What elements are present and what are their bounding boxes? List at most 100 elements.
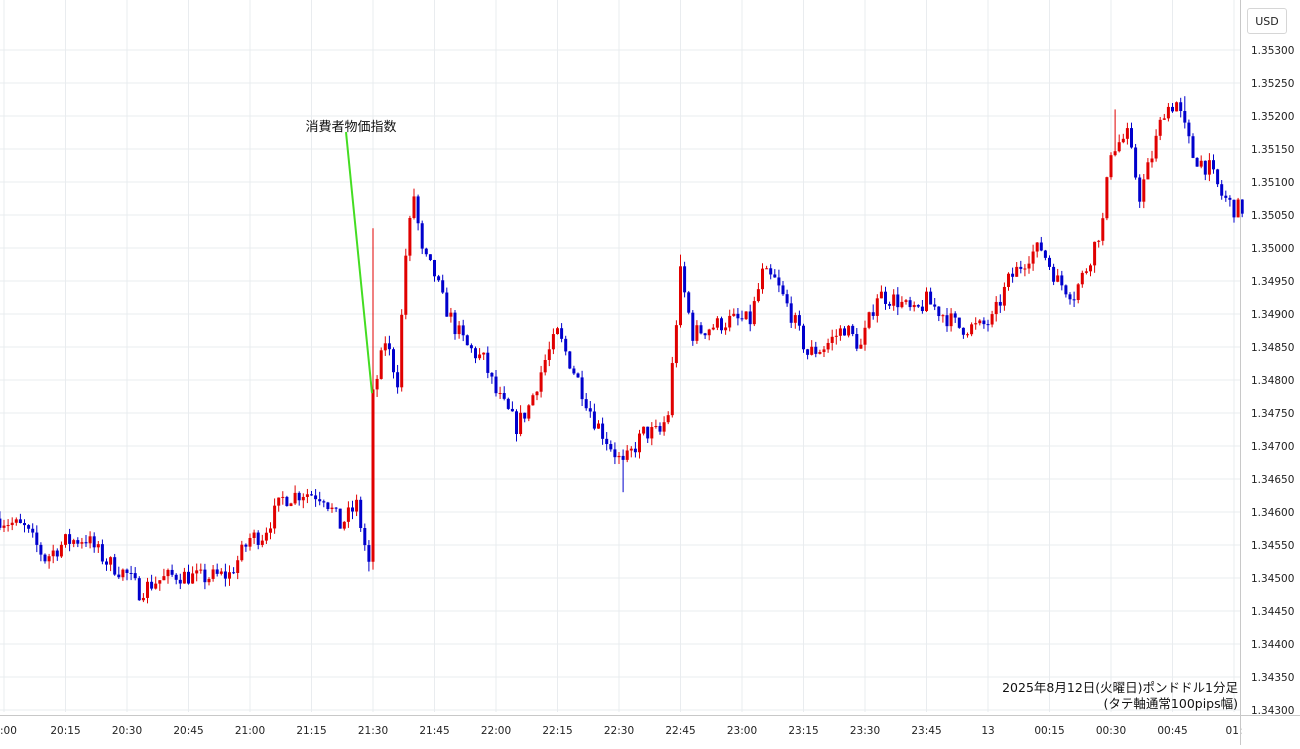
candle xyxy=(1207,153,1211,182)
y-tick-label: 1.35050 xyxy=(1251,210,1294,222)
candle xyxy=(379,347,383,380)
candle xyxy=(383,336,387,356)
candle xyxy=(174,573,178,585)
candle xyxy=(904,298,908,305)
candle xyxy=(871,304,875,320)
candle xyxy=(806,348,810,360)
candle xyxy=(416,194,420,231)
candle xyxy=(68,528,72,552)
candle xyxy=(986,319,990,332)
candle xyxy=(80,537,84,549)
candle xyxy=(744,311,748,320)
candle xyxy=(765,265,769,270)
candle xyxy=(228,565,231,586)
candle xyxy=(941,314,945,323)
candle xyxy=(400,309,404,392)
candle xyxy=(1080,270,1084,288)
candle xyxy=(441,274,445,294)
candle xyxy=(420,220,424,255)
x-tick-label: 22:15 xyxy=(542,725,572,737)
candle xyxy=(27,524,31,533)
candle xyxy=(847,324,851,338)
y-tick-label: 1.34800 xyxy=(1251,375,1294,387)
candle xyxy=(748,304,752,332)
candle xyxy=(1093,241,1097,273)
candle xyxy=(305,488,309,504)
candle xyxy=(957,317,961,329)
annotation-label: 消費者物価指数 xyxy=(305,120,396,135)
candle xyxy=(96,540,100,553)
candle xyxy=(584,393,588,411)
candle xyxy=(1162,113,1166,120)
candle xyxy=(699,322,703,335)
candle xyxy=(863,320,867,351)
candle xyxy=(158,580,162,591)
candle xyxy=(1060,270,1064,291)
candle xyxy=(269,522,272,540)
candle xyxy=(39,542,43,562)
y-tick-label: 1.34550 xyxy=(1251,540,1294,552)
candle xyxy=(629,446,633,458)
y-tick-label: 1.34300 xyxy=(1251,705,1294,717)
annotation-pointer-line xyxy=(345,131,373,394)
candle xyxy=(396,364,400,394)
x-tick-label: 20:45 xyxy=(173,725,203,737)
candle xyxy=(1105,176,1109,221)
candle xyxy=(1236,197,1240,218)
x-tick-label: 20:15 xyxy=(50,725,80,737)
candle xyxy=(371,228,375,570)
candle xyxy=(789,296,793,328)
candle xyxy=(990,310,994,328)
candle xyxy=(293,485,297,505)
candle xyxy=(277,497,281,512)
candle xyxy=(310,490,313,496)
candle xyxy=(166,568,170,584)
candle xyxy=(1089,263,1092,277)
candle xyxy=(732,308,736,317)
candle xyxy=(1166,103,1170,122)
candle xyxy=(539,365,543,398)
x-tick-label: 22:00 xyxy=(481,725,511,737)
candle xyxy=(1187,119,1191,144)
y-tick-label: 1.35250 xyxy=(1251,78,1294,90)
candle xyxy=(469,343,473,353)
candle xyxy=(621,449,625,493)
candle xyxy=(1240,199,1244,218)
candle xyxy=(199,563,203,574)
candle xyxy=(711,324,715,331)
candle xyxy=(978,319,982,326)
x-tick-label: 00:15 xyxy=(1034,725,1064,737)
candle xyxy=(203,563,207,590)
candle xyxy=(133,567,137,581)
candle xyxy=(195,563,199,582)
candle xyxy=(88,531,92,549)
candle xyxy=(252,529,256,544)
candle xyxy=(769,264,773,280)
candle xyxy=(720,316,723,334)
x-tick-label: 00:45 xyxy=(1157,725,1187,737)
candle xyxy=(1084,268,1088,275)
candle xyxy=(970,322,974,337)
y-tick-label: 1.34400 xyxy=(1251,639,1294,651)
candle xyxy=(851,324,855,337)
candle xyxy=(260,534,264,548)
candle xyxy=(945,307,949,332)
candle xyxy=(568,350,572,370)
candle xyxy=(1023,264,1027,277)
candle xyxy=(797,310,801,331)
candle xyxy=(47,553,51,569)
candle xyxy=(1232,199,1236,223)
candle xyxy=(834,329,838,345)
candle xyxy=(486,346,490,379)
candle xyxy=(814,341,818,358)
candle xyxy=(412,188,416,220)
currency-selector-button[interactable]: USD xyxy=(1247,8,1287,34)
candle xyxy=(843,326,846,336)
candle xyxy=(1138,174,1142,208)
candle xyxy=(1027,256,1031,274)
candle xyxy=(658,422,662,435)
y-tick-label: 1.34600 xyxy=(1251,507,1294,519)
candle xyxy=(982,317,986,329)
candle xyxy=(1171,102,1174,113)
